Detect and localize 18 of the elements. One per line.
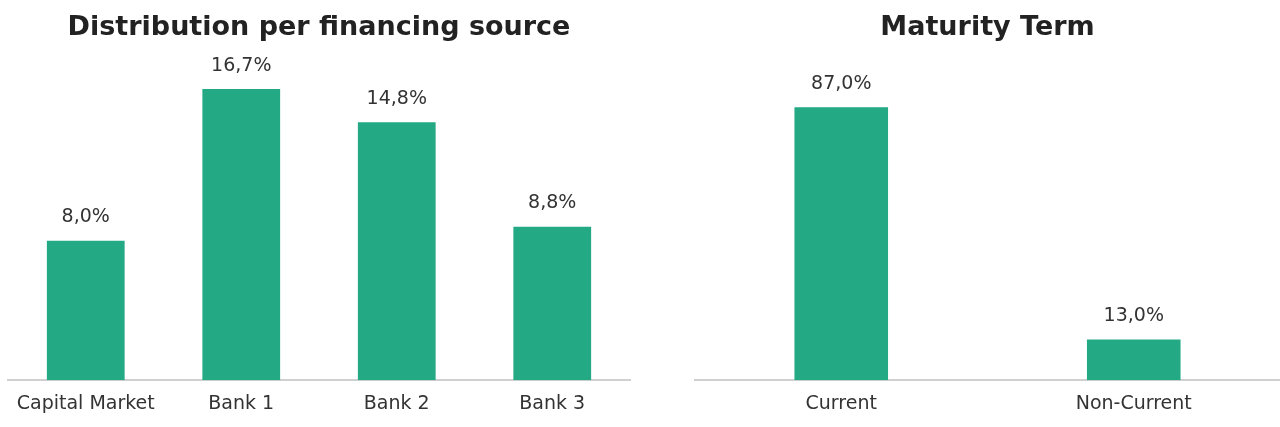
chart-title: Distribution per financing source	[67, 10, 571, 42]
bar	[357, 122, 436, 381]
x-tick-label: Bank 2	[363, 390, 430, 413]
data-label: 16,7%	[211, 52, 272, 75]
data-label: 13,0%	[1103, 302, 1164, 325]
x-tick-label: Capital Market	[16, 390, 155, 413]
data-label: 87,0%	[811, 70, 872, 93]
bar	[46, 240, 125, 381]
x-tick-label: Bank 3	[519, 390, 586, 413]
data-label: 8,0%	[61, 204, 110, 227]
x-tick-label: Current	[805, 390, 877, 413]
bar	[513, 226, 592, 381]
x-tick-label: Non-Current	[1075, 390, 1192, 413]
data-label: 8,8%	[528, 190, 577, 213]
chart-title: Maturity Term	[880, 10, 1095, 42]
x-tick-label: Bank 1	[208, 390, 275, 413]
data-label: 14,8%	[366, 85, 427, 108]
bar	[202, 89, 281, 381]
